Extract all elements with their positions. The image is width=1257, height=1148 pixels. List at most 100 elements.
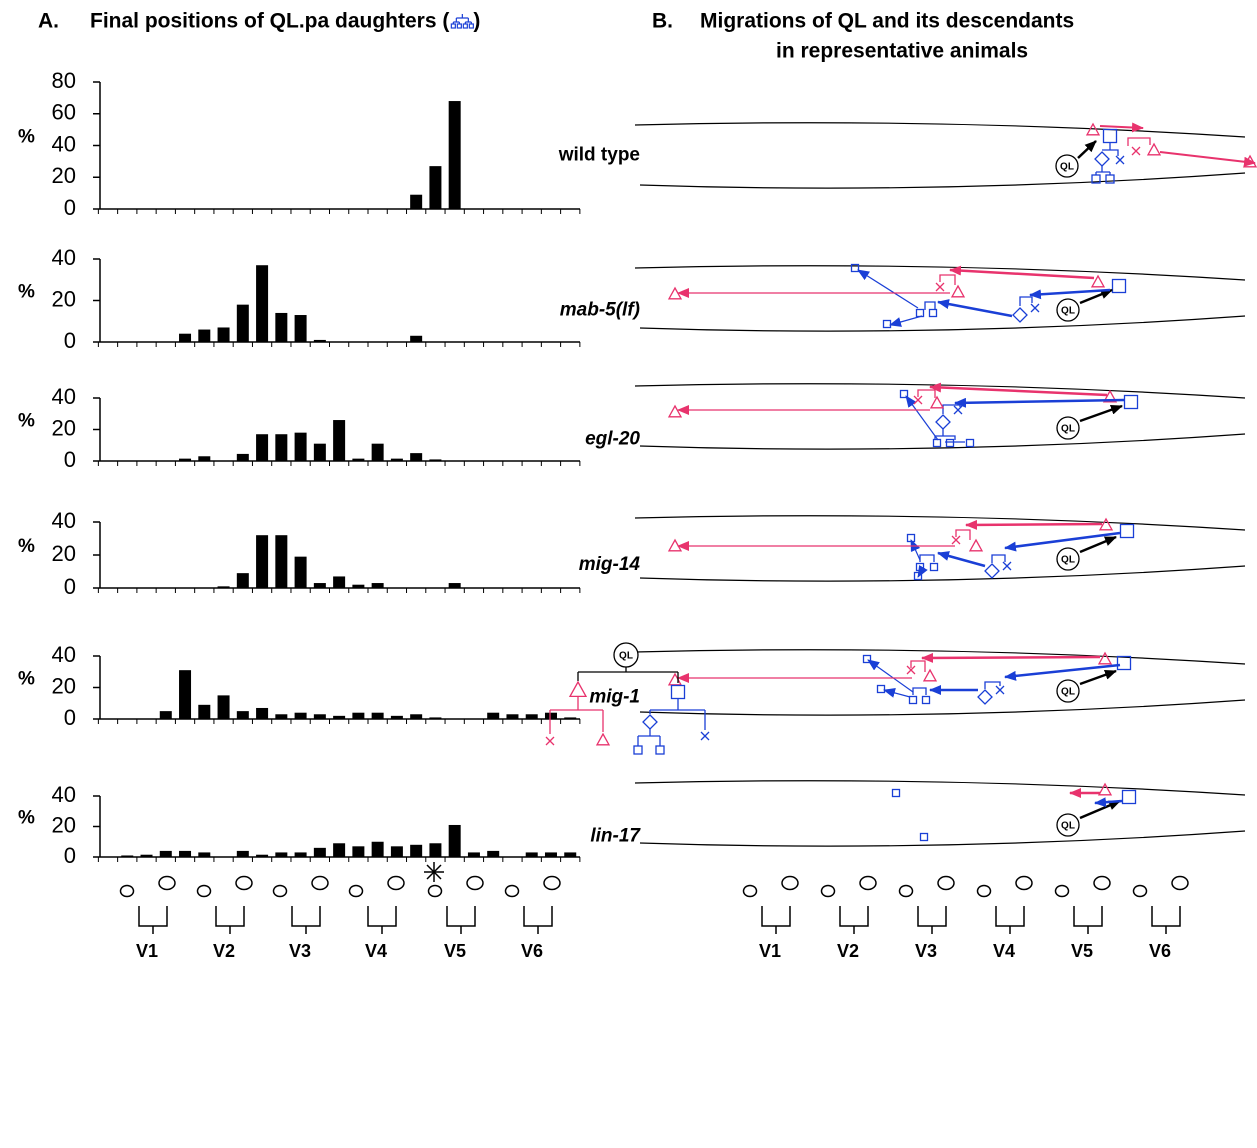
bar — [256, 535, 269, 588]
migration-arrow — [917, 564, 928, 578]
bar — [236, 453, 249, 461]
triangle-cell — [1097, 782, 1113, 796]
bar — [256, 707, 269, 719]
seam-bracket — [839, 906, 869, 934]
y-tick-label: 20 — [52, 163, 76, 188]
square-cell — [1111, 278, 1127, 294]
square-cell — [1102, 128, 1118, 144]
square-cell — [1091, 174, 1101, 184]
bar — [198, 456, 211, 461]
seam-cell — [898, 884, 914, 898]
square-cell — [945, 438, 955, 448]
square-cell — [906, 533, 916, 543]
y-axis-label: % — [18, 282, 35, 303]
seam-bracket — [291, 906, 321, 934]
panel-label: B. — [652, 10, 673, 33]
seam-cell — [781, 875, 799, 891]
migration-arrow — [965, 519, 1103, 530]
y-axis-label: % — [18, 536, 35, 557]
bar — [371, 712, 384, 719]
seam-cell — [387, 875, 405, 891]
y-tick-label: 20 — [52, 415, 76, 440]
bar — [313, 443, 326, 461]
seam-bracket — [995, 906, 1025, 934]
series-name: wild type — [558, 145, 640, 166]
y-axis-label: % — [18, 411, 35, 432]
triangle-cell — [1090, 274, 1106, 288]
ql-cell — [1056, 298, 1080, 322]
bar — [506, 714, 519, 719]
lineage-line — [912, 687, 927, 695]
triangle-cell — [667, 538, 683, 552]
seam-label: V1 — [136, 941, 158, 961]
seam-cell — [427, 884, 443, 898]
bar — [121, 855, 134, 857]
bar — [275, 312, 288, 342]
ql-cell — [1056, 416, 1080, 440]
lineage-line — [984, 681, 1001, 689]
dead-cell — [700, 731, 710, 741]
seam-cell — [1054, 884, 1070, 898]
seam-cell — [742, 884, 758, 898]
ql-label: QL — [1060, 162, 1074, 173]
y-tick-label: 0 — [64, 705, 76, 730]
diamond-cell — [1094, 151, 1110, 167]
y-tick-label: 60 — [52, 100, 76, 125]
dead-cell — [913, 395, 923, 405]
diamond-cell — [977, 689, 993, 705]
lineage-line — [934, 429, 965, 443]
ql-cell — [1056, 679, 1080, 703]
seam-bracket — [1151, 906, 1181, 934]
series-name: egl-20 — [585, 429, 640, 450]
square-cell — [913, 571, 923, 581]
seam-bracket — [367, 906, 397, 934]
migration-arrow — [883, 688, 911, 698]
ql-label: QL — [1061, 424, 1075, 435]
y-tick-label: 20 — [52, 286, 76, 311]
bar — [256, 265, 269, 342]
bar — [140, 854, 153, 857]
bar — [448, 583, 461, 588]
bar — [313, 583, 326, 588]
bar — [198, 704, 211, 719]
square-cell — [1121, 789, 1137, 805]
bar — [525, 852, 538, 857]
lineage-line — [955, 529, 971, 540]
dead-cell — [953, 405, 963, 415]
square-cell — [891, 788, 901, 798]
bar — [410, 844, 423, 857]
y-tick-label: 20 — [52, 541, 76, 566]
lineage-line — [1102, 143, 1119, 156]
square-cell — [633, 745, 643, 755]
bar — [564, 717, 577, 719]
square-cell — [882, 319, 892, 329]
seam-bracket — [446, 906, 476, 934]
lineage-line — [1095, 166, 1111, 175]
bar — [487, 712, 500, 719]
dead-cell — [951, 535, 961, 545]
migration-arrow — [1159, 151, 1256, 167]
bar — [313, 339, 326, 342]
bar — [159, 850, 172, 857]
seam-cell — [543, 875, 561, 891]
y-tick-label: 40 — [52, 245, 76, 270]
bar — [179, 670, 192, 719]
migration-arrow — [1079, 404, 1123, 423]
bar — [236, 573, 249, 588]
bar — [179, 333, 192, 342]
bar — [333, 715, 346, 719]
worm-outline — [639, 699, 1246, 716]
square-cell — [932, 438, 942, 448]
bar — [448, 824, 461, 857]
worm-outline — [634, 383, 1246, 399]
ql-label: QL — [1061, 306, 1075, 317]
bar — [525, 714, 538, 719]
seam-cell — [1171, 875, 1189, 891]
bar — [198, 329, 211, 342]
bar — [294, 315, 307, 342]
square-cell — [899, 389, 909, 399]
y-tick-label: 40 — [52, 508, 76, 533]
worm-outline — [634, 649, 1246, 665]
migration-arrow — [1079, 669, 1117, 686]
